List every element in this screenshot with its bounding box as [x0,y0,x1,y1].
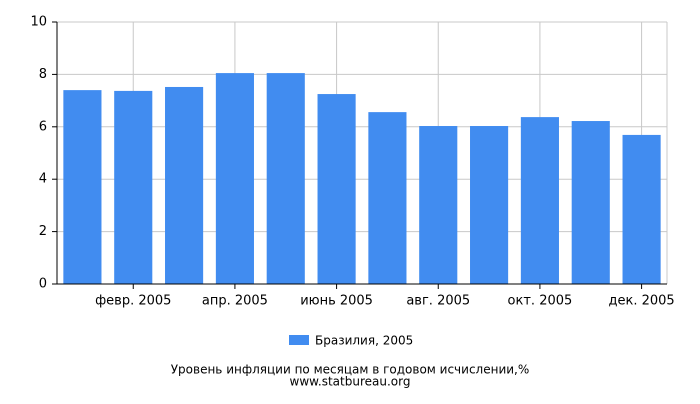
bar [368,112,407,285]
y-tick-label: 4 [39,172,47,187]
legend-label: Бразилия, 2005 [315,334,413,348]
bar [165,86,204,284]
x-tick-label: июнь 2005 [300,294,373,309]
bar [114,90,153,284]
bar [63,90,102,285]
x-tick-label: окт. 2005 [508,294,573,309]
x-tick-label: авг. 2005 [406,294,470,309]
bar [622,134,661,284]
source: www.statbureau.org [290,375,411,389]
x-tick-label: дек. 2005 [608,294,674,309]
y-tick-label: 0 [39,277,47,292]
x-tick-label: февр. 2005 [95,294,171,309]
x-tick-label: апр. 2005 [202,294,268,309]
bar [520,117,559,284]
y-tick-label: 10 [30,15,47,30]
y-tick-label: 8 [39,67,47,82]
bar [470,126,509,284]
bar [419,126,458,284]
bar [215,73,254,284]
y-tick-label: 6 [39,119,47,134]
y-tick-label: 2 [39,224,47,239]
legend-swatch [289,335,309,345]
bar [266,73,305,284]
bar [317,94,356,284]
chart-title: Уровень инфляции по месяцам в годовом ис… [171,363,530,377]
bar [571,121,610,284]
